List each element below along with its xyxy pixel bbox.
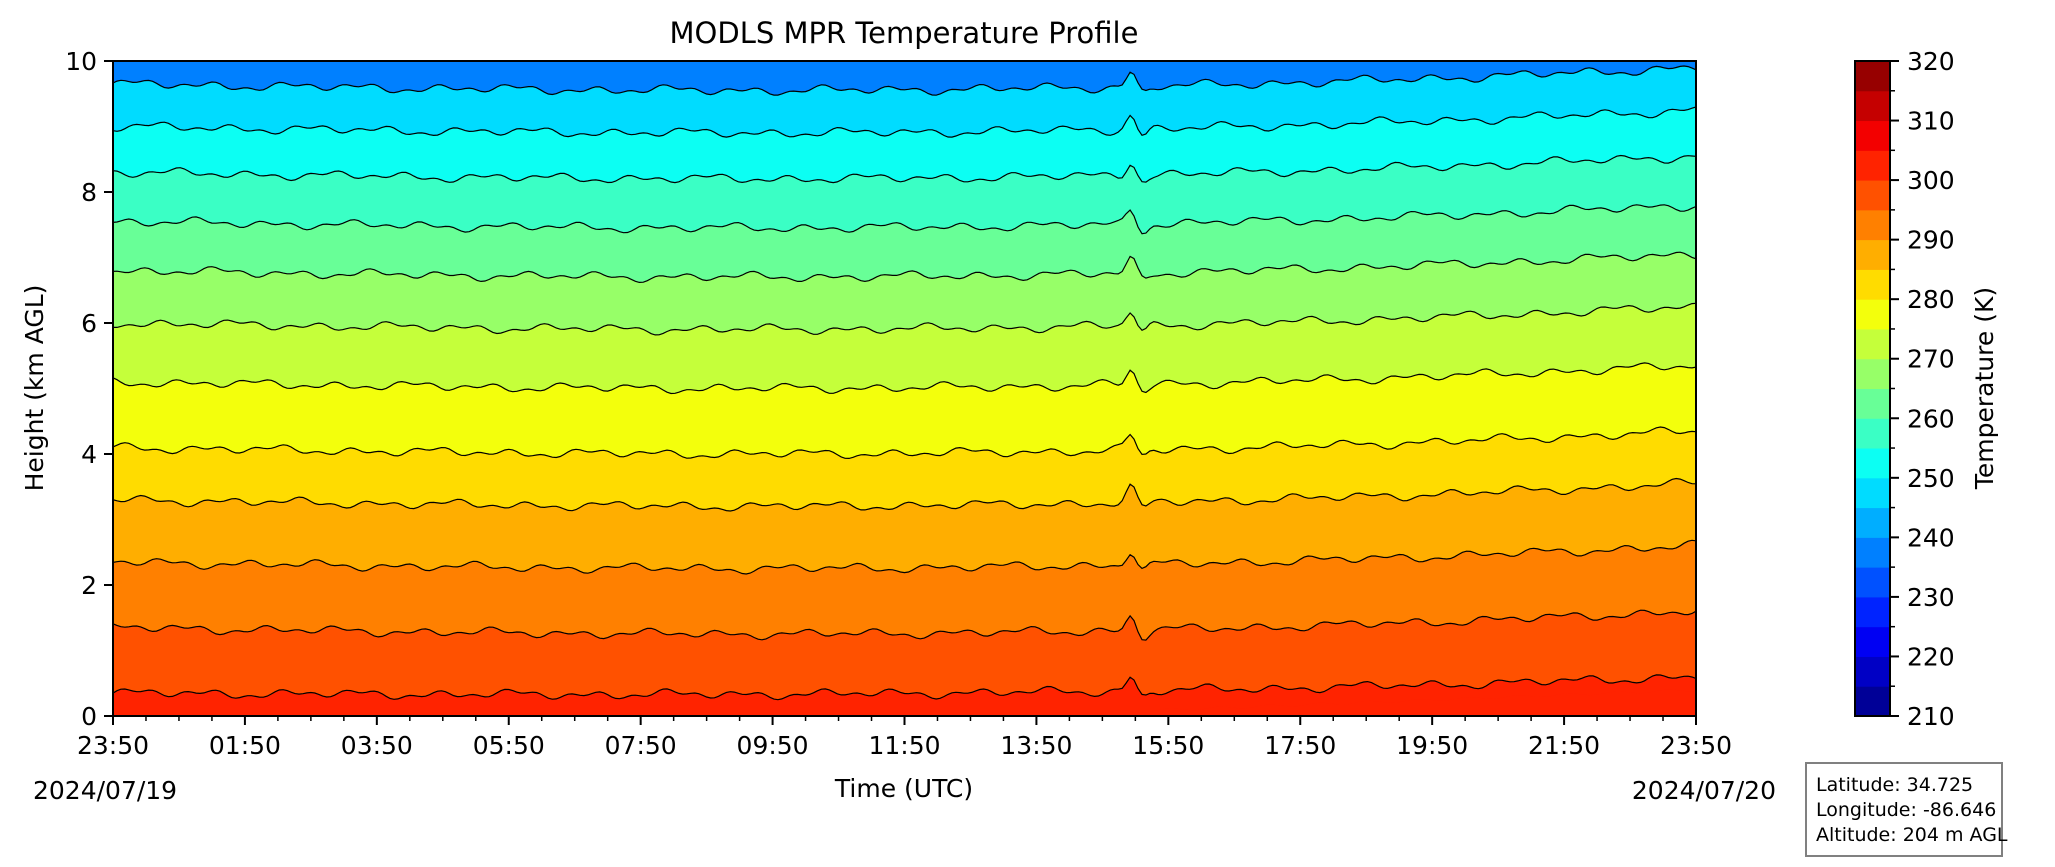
contour-line xyxy=(113,674,1696,701)
colorbar-tick-label: 210 xyxy=(1907,702,1955,731)
station-info-box: Latitude: 34.725 Longitude: -86.646 Alti… xyxy=(1805,762,2008,857)
colorbar-segment xyxy=(1855,328,1890,360)
contour-line xyxy=(113,154,1696,184)
warm-surface-band xyxy=(1062,689,1696,716)
x-tick-label: 11:50 xyxy=(868,731,940,760)
colorbar-segment xyxy=(1855,209,1890,241)
colorbar-segment xyxy=(1855,596,1890,628)
colorbar-tick-label: 320 xyxy=(1907,47,1955,76)
temperature-band xyxy=(113,540,1696,641)
colorbar-segment xyxy=(1855,388,1890,419)
colorbar-segment xyxy=(1855,180,1890,211)
x-tick-label: 07:50 xyxy=(605,731,677,760)
temperature-band xyxy=(113,204,1696,283)
temperature-band xyxy=(113,674,1696,716)
colorbar: 210 220 230 240 250 260 270 280 290 300 310 320 xyxy=(1854,47,1955,731)
temperature-band xyxy=(113,478,1696,574)
contour-line xyxy=(113,65,1696,96)
y-tick-label: 2 xyxy=(81,571,97,600)
y-tick-label: 4 xyxy=(81,440,97,469)
contour-line xyxy=(113,477,1696,512)
colorbar-segment xyxy=(1855,656,1890,687)
y-tick-label: 6 xyxy=(81,309,97,338)
x-end-date: 2024/07/20 xyxy=(1632,776,1776,805)
colorbar-segment xyxy=(1855,477,1890,509)
x-tick-label: 05:50 xyxy=(473,731,545,760)
colorbar-tick-label: 230 xyxy=(1907,583,1955,612)
temperature-band xyxy=(113,362,1696,459)
colorbar-tick-label: 240 xyxy=(1907,523,1955,552)
y-axis: 0 2 4 6 8 10 xyxy=(65,47,113,731)
colorbar-segment xyxy=(1855,269,1890,300)
station-altitude: Altitude: 204 m AGL xyxy=(1816,824,2008,846)
y-tick-label: 10 xyxy=(65,47,97,76)
colorbar-tick-label: 270 xyxy=(1907,345,1955,374)
contour-line xyxy=(113,609,1696,641)
temperature-band xyxy=(113,155,1696,234)
heatmap-plot-area xyxy=(113,61,1696,716)
colorbar-segment xyxy=(1855,120,1890,151)
colorbar-tick-label: 280 xyxy=(1907,285,1955,314)
colorbar-tick-label: 250 xyxy=(1907,464,1955,493)
colorbar-segment xyxy=(1855,358,1890,389)
colorbar-tick-label: 220 xyxy=(1907,642,1955,671)
colorbar-segment xyxy=(1855,239,1890,270)
x-tick-label: 01:50 xyxy=(209,731,281,760)
x-tick-label: 23:50 xyxy=(77,731,149,760)
colorbar-tick-label: 290 xyxy=(1907,226,1955,255)
x-start-date: 2024/07/19 xyxy=(33,776,177,805)
y-tick-label: 8 xyxy=(81,178,97,207)
contour-line xyxy=(113,204,1696,235)
contour-line xyxy=(113,251,1696,284)
x-tick-label: 15:50 xyxy=(1132,731,1204,760)
colorbar-label: Temperature (K) xyxy=(1970,287,1999,490)
station-longitude: Longitude: -86.646 xyxy=(1816,799,1997,821)
x-tick-label: 03:50 xyxy=(341,731,413,760)
temperature-band xyxy=(113,610,1696,700)
colorbar-tick-label: 300 xyxy=(1907,166,1955,195)
x-tick-label: 23:50 xyxy=(1660,731,1732,760)
x-axis: 23:50 01:50 03:50 05:50 07:50 09:50 11:50 13:50… xyxy=(77,716,1732,760)
chart-title: MODLS MPR Temperature Profile xyxy=(670,16,1139,50)
colorbar-segment xyxy=(1855,686,1890,717)
contour-line xyxy=(113,302,1696,336)
x-tick-label: 09:50 xyxy=(737,731,809,760)
contour-line xyxy=(113,426,1696,460)
colorbar-segment xyxy=(1855,507,1890,538)
x-tick-label: 21:50 xyxy=(1528,731,1600,760)
contour-line xyxy=(113,106,1696,138)
station-latitude: Latitude: 34.725 xyxy=(1816,774,1974,796)
temperature-band xyxy=(113,427,1696,511)
x-tick-label: 19:50 xyxy=(1396,731,1468,760)
colorbar-segment xyxy=(1855,299,1890,330)
temperature-band xyxy=(113,252,1696,335)
y-axis-label: Height (km AGL) xyxy=(20,285,49,492)
colorbar-segment xyxy=(1855,90,1890,122)
colorbar-segment xyxy=(1855,567,1890,598)
colorbar-tick-label: 310 xyxy=(1907,107,1955,136)
contour-line xyxy=(113,539,1696,575)
x-tick-label: 17:50 xyxy=(1264,731,1336,760)
colorbar-segment xyxy=(1855,418,1890,449)
colorbar-segment xyxy=(1855,150,1890,181)
contour-line xyxy=(113,362,1696,395)
colorbar-tick-label: 260 xyxy=(1907,404,1955,433)
temperature-band xyxy=(113,303,1696,394)
colorbar-segment xyxy=(1855,448,1890,479)
x-axis-label: Time (UTC) xyxy=(834,774,973,803)
temperature-band xyxy=(113,66,1696,138)
y-tick-label: 0 xyxy=(81,702,97,731)
x-tick-label: 13:50 xyxy=(1000,731,1072,760)
colorbar-segment xyxy=(1855,626,1890,657)
colorbar-segment xyxy=(1855,61,1890,92)
colorbar-segment xyxy=(1855,537,1890,568)
